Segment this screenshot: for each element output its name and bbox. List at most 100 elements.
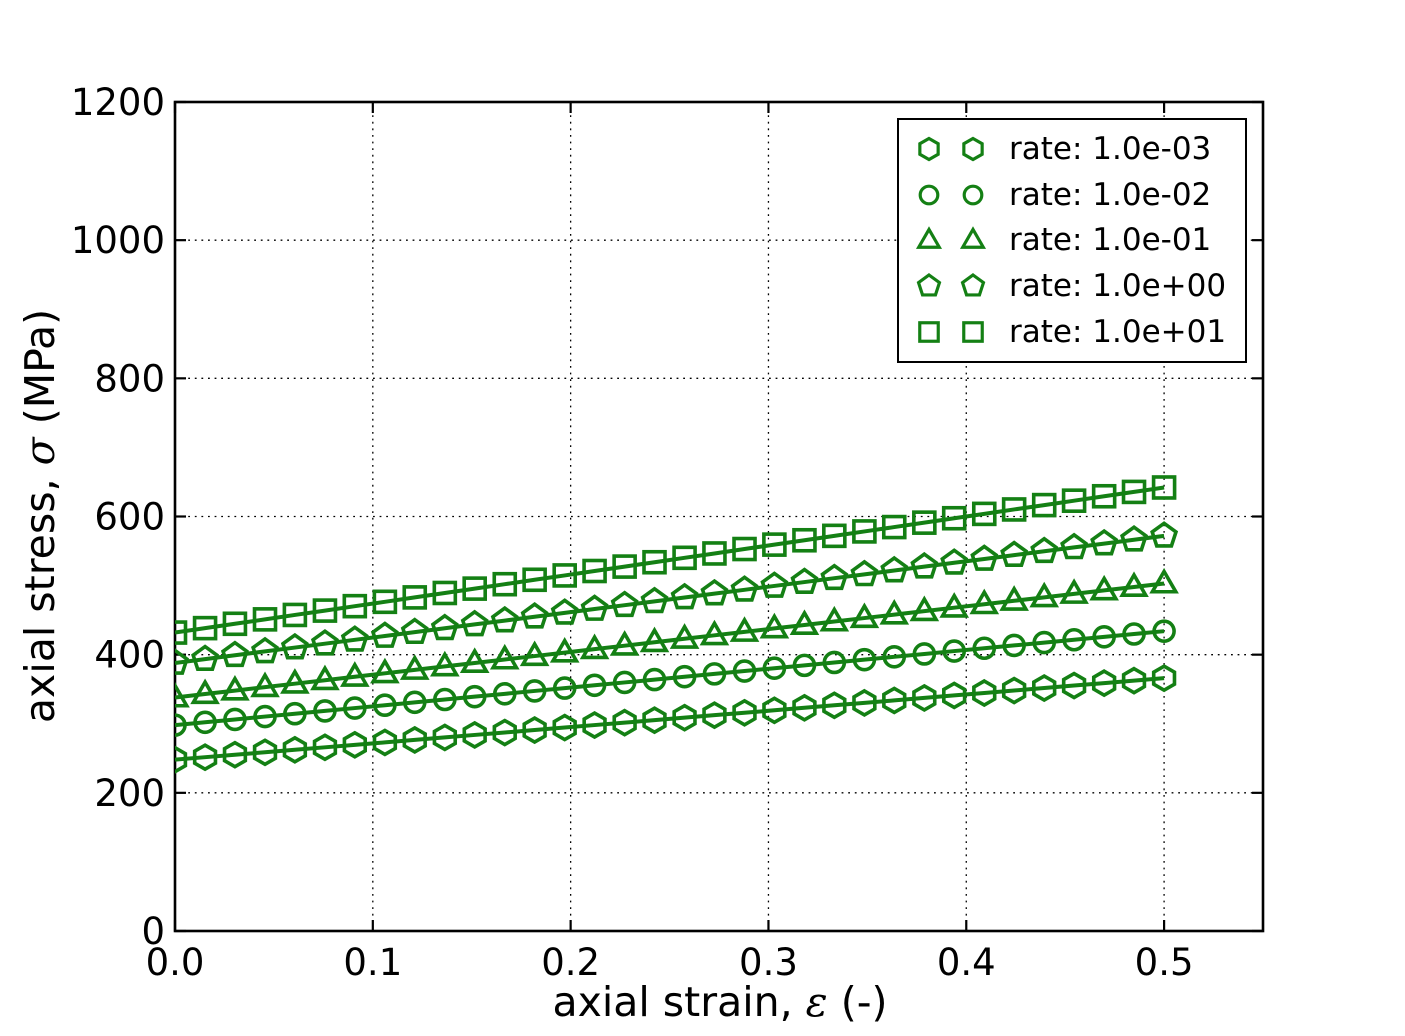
x-axis-label-unit: (-)	[827, 978, 888, 1026]
triangle-up-marker	[789, 609, 820, 636]
triangle-up-marker	[1089, 574, 1119, 601]
legend: rate: 1.0e-03 rate: 1.0e-02 rate: 1.0e-0…	[897, 118, 1247, 363]
triangle-up-marker	[430, 650, 460, 677]
y-tick-label: 1200	[71, 81, 165, 124]
y-axis-label-text: axial stress,	[16, 465, 64, 724]
hexagon-marker	[1001, 676, 1027, 705]
circle-marker	[762, 656, 787, 681]
square-marker	[762, 532, 787, 557]
pentagon-marker	[580, 594, 609, 621]
square-marker	[1061, 488, 1087, 513]
pentagon-marker	[970, 544, 999, 571]
pentagon-marker	[175, 648, 190, 675]
triangle-up-marker	[819, 605, 850, 632]
hexagon-marker	[222, 740, 248, 769]
pentagon-marker	[460, 609, 489, 637]
circle-marker	[552, 676, 577, 700]
y-tick-label: 400	[94, 634, 165, 677]
series-hexagon	[175, 664, 1177, 774]
hexagon-marker-icon	[962, 136, 984, 162]
triangle-up-marker	[250, 671, 280, 698]
circle-marker	[462, 684, 487, 709]
square-marker-icon	[962, 321, 984, 343]
square-marker	[642, 549, 667, 575]
triangle-up-marker	[969, 588, 1000, 615]
hexagon-marker	[1121, 666, 1147, 695]
pentagon-marker	[220, 640, 249, 668]
circle-marker	[942, 639, 967, 663]
series-pentagon	[175, 521, 1179, 675]
square-marker-icon	[918, 321, 984, 343]
triangle-up-marker-icon	[915, 226, 987, 250]
square-marker	[1001, 497, 1027, 522]
hexagon-marker	[342, 730, 368, 759]
pentagon-marker-icon	[916, 273, 942, 297]
pentagon-marker	[610, 590, 639, 618]
square-marker	[552, 563, 578, 588]
pentagon-marker	[340, 625, 369, 652]
circle-marker	[852, 647, 877, 672]
triangle-up-marker	[519, 640, 550, 667]
legend-entry: rate: 1.0e-03	[907, 128, 1245, 170]
legend-entry: rate: 1.0e+00	[907, 265, 1245, 307]
circle-marker-icon	[962, 184, 984, 206]
y-tick-label: 200	[94, 772, 165, 815]
hexagon-marker	[252, 738, 278, 767]
hexagon-marker	[852, 688, 877, 717]
pentagon-marker	[430, 613, 459, 641]
triangle-up-marker	[549, 636, 580, 663]
square-marker	[1121, 479, 1147, 505]
circle-marker	[522, 679, 547, 703]
pentagon-marker	[1000, 540, 1029, 568]
circle-marker	[1152, 619, 1176, 643]
triangle-up-marker-icon	[959, 226, 987, 250]
hexagon-marker	[432, 723, 458, 752]
square-marker	[702, 541, 727, 566]
triangle-up-marker	[609, 630, 640, 656]
square-marker	[1151, 475, 1177, 500]
pentagon-marker	[1030, 536, 1059, 564]
series-square	[175, 475, 1177, 645]
triangle-up-marker	[1149, 567, 1179, 594]
hexagon-marker	[372, 728, 398, 757]
square-marker	[462, 576, 487, 601]
triangle-up-marker	[729, 616, 760, 642]
triangle-up-marker	[489, 643, 520, 670]
circle-marker	[702, 662, 727, 686]
pentagon-marker	[191, 644, 220, 672]
hexagon-marker	[642, 706, 667, 735]
circle-marker	[283, 701, 307, 726]
x-tick-label: 0.1	[343, 941, 402, 984]
triangle-up-marker	[399, 654, 430, 680]
circle-marker	[822, 650, 847, 675]
circle-marker-icon	[918, 184, 984, 206]
series-triangle-up	[175, 567, 1179, 708]
triangle-up-marker	[579, 633, 610, 660]
triangle-up-marker	[310, 664, 340, 691]
y-tick-label: 800	[94, 357, 165, 400]
circle-marker	[193, 710, 217, 735]
triangle-up-marker	[1119, 571, 1149, 598]
hexagon-marker	[192, 743, 218, 772]
series-line	[175, 629, 1165, 728]
triangle-up-marker	[459, 647, 490, 674]
triangle-up-marker	[999, 585, 1029, 611]
square-marker	[342, 593, 368, 619]
pentagon-marker	[1150, 521, 1179, 548]
pentagon-marker	[370, 621, 399, 648]
circle-marker-icon	[918, 184, 940, 206]
circle-marker	[1062, 627, 1086, 652]
circle-marker	[492, 682, 517, 706]
hexagon-marker	[882, 686, 907, 715]
square-marker	[912, 510, 937, 535]
square-marker	[312, 598, 338, 623]
series-line	[175, 676, 1165, 762]
x-tick-label: 0.3	[739, 941, 798, 984]
square-marker	[672, 545, 697, 571]
pentagon-marker-icon	[916, 273, 986, 297]
triangle-up-marker	[280, 668, 310, 694]
pentagon-marker	[490, 605, 519, 633]
square-marker	[175, 620, 188, 645]
